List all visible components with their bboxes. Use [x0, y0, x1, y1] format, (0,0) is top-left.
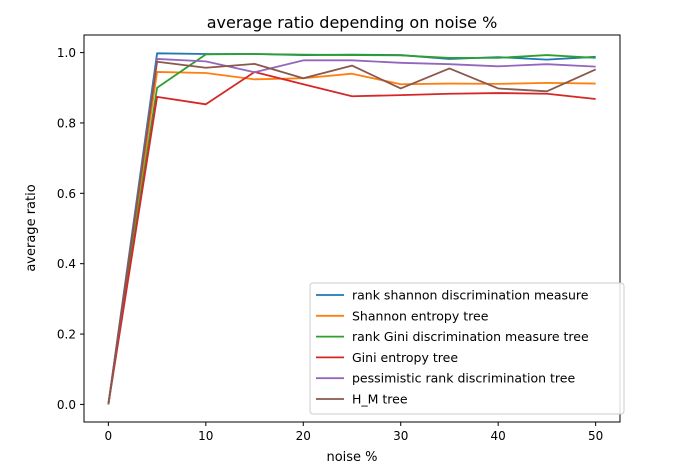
- series-line-5: [107, 58, 596, 405]
- legend-label-4: Gini entropy tree: [352, 350, 458, 365]
- legend-box: [309, 282, 625, 415]
- y-tick-label: 0.8: [57, 116, 76, 130]
- x-tick-label: 30: [393, 429, 408, 443]
- series-line-2: [107, 71, 596, 405]
- chart-title: average ratio depending on noise %: [207, 13, 498, 32]
- legend-label-6: H_M tree: [352, 392, 408, 407]
- x-tick-label: 10: [198, 429, 213, 443]
- x-tick-label: 20: [296, 429, 311, 443]
- legend: rank shannon discrimination measure Shann…: [309, 282, 625, 415]
- plot-frame: [83, 34, 621, 423]
- y-tick-label: 0.2: [57, 328, 76, 342]
- y-tick-label: 0.6: [57, 187, 76, 201]
- y-tick-label: 0.0: [57, 398, 76, 412]
- x-tick-label: 40: [491, 429, 506, 443]
- x-tick-label: 50: [588, 429, 603, 443]
- legend-label-1: rank shannon discrimination measure: [352, 288, 589, 303]
- series-line-6: [107, 60, 597, 405]
- legend-label-5: pessimistic rank discrimination tree: [352, 371, 575, 386]
- legend-label-2: Shannon entropy tree: [352, 308, 489, 323]
- series-lines: [107, 52, 597, 405]
- y-tick-label: 0.4: [57, 257, 76, 271]
- legend-label-3: rank Gini discrimination measure tree: [352, 329, 589, 344]
- axis-ticks: 0 10 20 30 40 50 0.0 0.2 0.4 0.6 0.8 1.0: [57, 46, 603, 443]
- y-tick-label: 1.0: [57, 46, 76, 60]
- x-tick-label: 0: [105, 429, 113, 443]
- y-axis-label: average ratio: [24, 184, 39, 271]
- x-axis-label: noise %: [326, 450, 377, 465]
- series-line-4: [107, 71, 596, 405]
